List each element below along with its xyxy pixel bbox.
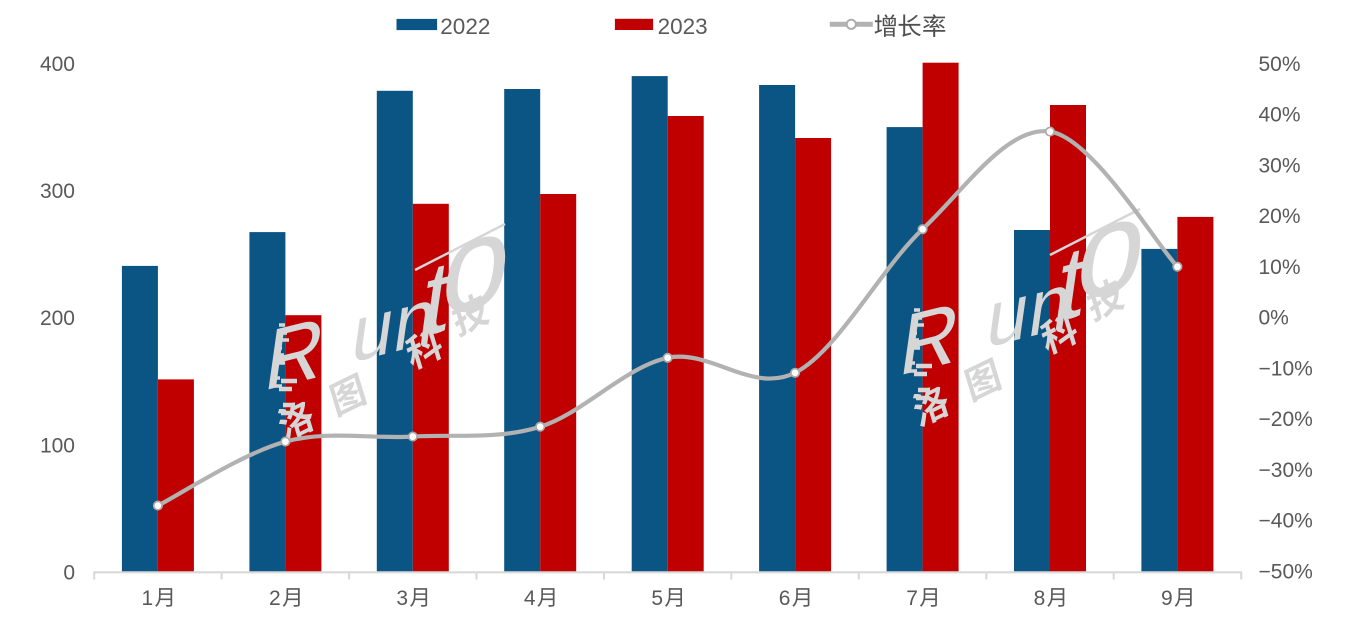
svg-text:2022: 2022 bbox=[440, 14, 490, 39]
svg-text:−50%: −50% bbox=[1259, 560, 1313, 583]
svg-text:0: 0 bbox=[63, 561, 75, 584]
svg-text:20%: 20% bbox=[1259, 205, 1301, 228]
svg-text:0%: 0% bbox=[1259, 307, 1289, 330]
svg-text:400: 400 bbox=[40, 53, 75, 76]
svg-text:1: 1 bbox=[142, 587, 154, 610]
svg-text:4: 4 bbox=[524, 587, 536, 610]
svg-text:30%: 30% bbox=[1259, 154, 1301, 177]
svg-text:2023: 2023 bbox=[658, 14, 708, 39]
svg-text:−40%: −40% bbox=[1259, 510, 1313, 533]
svg-text:−20%: −20% bbox=[1259, 408, 1313, 431]
svg-text:6: 6 bbox=[779, 587, 791, 610]
svg-text:50%: 50% bbox=[1259, 53, 1301, 76]
svg-text:200: 200 bbox=[40, 307, 75, 330]
svg-text:40%: 40% bbox=[1259, 104, 1301, 127]
svg-text:9: 9 bbox=[1161, 587, 1173, 610]
svg-text:10%: 10% bbox=[1259, 256, 1301, 279]
svg-text:3: 3 bbox=[396, 587, 408, 610]
svg-text:−10%: −10% bbox=[1259, 357, 1313, 380]
svg-text:7: 7 bbox=[906, 587, 918, 610]
svg-text:2: 2 bbox=[269, 587, 281, 610]
svg-text:5: 5 bbox=[651, 587, 663, 610]
svg-text:100: 100 bbox=[40, 434, 75, 457]
svg-text:8: 8 bbox=[1034, 587, 1046, 610]
svg-text:−30%: −30% bbox=[1259, 459, 1313, 482]
svg-text:300: 300 bbox=[40, 180, 75, 203]
